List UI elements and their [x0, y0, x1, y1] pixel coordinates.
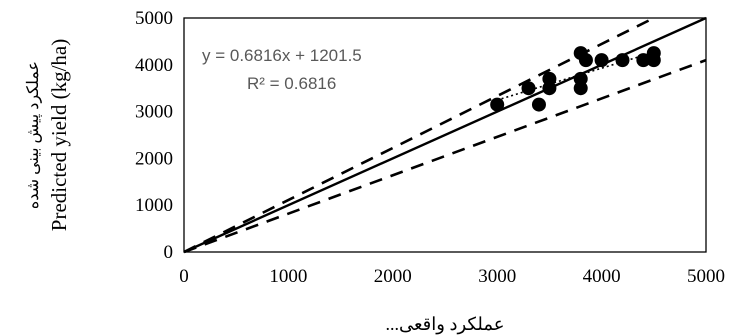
y-tick-label: 1000	[135, 195, 173, 216]
data-point	[636, 53, 651, 68]
trendline-path	[491, 49, 660, 103]
data-point	[542, 71, 557, 86]
y-tick-label: 3000	[135, 102, 173, 123]
x-axis-label: ...عملکرد واقعی	[386, 314, 505, 335]
data-point	[615, 53, 630, 68]
data-point	[531, 97, 546, 112]
data-point	[594, 53, 609, 68]
data-point	[578, 53, 593, 68]
trendline	[491, 49, 660, 103]
data-point	[521, 81, 536, 96]
reference-line-lower	[183, 58, 707, 254]
trendline-equation: y = 0.6816x + 1201.5	[202, 46, 362, 65]
data-point	[646, 46, 661, 61]
x-tick-labels: 0 1000 2000 3000 4000 5000	[179, 266, 725, 287]
y-tick-label: 2000	[135, 148, 173, 169]
data-point	[490, 97, 505, 112]
y-axis-label-persian: عملکرد پیش بینی شده	[25, 61, 42, 209]
x-tick-label: 4000	[583, 266, 621, 287]
y-axis-label-english: Predicted yield (kg/ha)	[47, 39, 71, 231]
x-tick-label: 1000	[269, 266, 307, 287]
y-tick-label: 0	[164, 242, 174, 263]
x-tick-label: 2000	[374, 266, 412, 287]
x-tick-label: 0	[179, 266, 189, 287]
data-point	[573, 71, 588, 86]
data-points	[490, 46, 661, 112]
y-tick-label: 4000	[135, 55, 173, 76]
plot-area-frame	[183, 17, 707, 253]
r-squared-label: R² = 0.6816	[247, 74, 336, 93]
y-tick-labels: 0 1000 2000 3000 4000 5000	[135, 8, 173, 263]
y-tick-label: 5000	[135, 8, 173, 29]
x-tick-label: 5000	[687, 266, 725, 287]
x-tick-label: 3000	[478, 266, 516, 287]
